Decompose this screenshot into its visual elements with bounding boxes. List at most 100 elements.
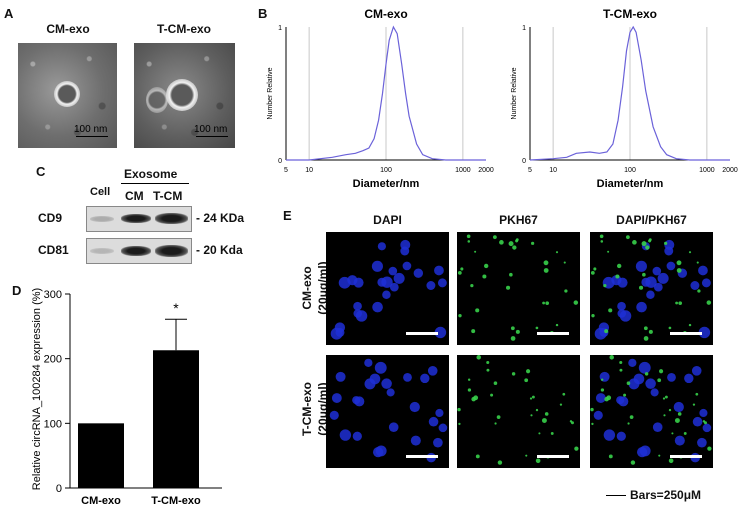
exosome-signal (555, 251, 559, 254)
micro-canvas (590, 355, 712, 465)
nucleus (413, 268, 424, 278)
x-axis-label: Diameter/nm (597, 178, 664, 190)
nucleus (433, 437, 443, 448)
nucleus (645, 378, 656, 389)
exosome-signal (668, 458, 674, 464)
nucleus (403, 372, 412, 382)
lane-label-cm: CM (125, 189, 144, 203)
micro-image-tcm-pkh67 (457, 355, 580, 468)
exosome-signal (559, 403, 563, 406)
micro-image-tcm-dapi (326, 355, 449, 468)
exosome-signal (467, 378, 471, 381)
vesicle (166, 79, 198, 111)
exosome-signal (474, 250, 477, 253)
exosome-signal (643, 336, 649, 341)
exosome-signal (645, 245, 650, 250)
bar-t-cm-exo (153, 350, 199, 488)
nucleus (377, 242, 386, 251)
exosome-signal (544, 412, 549, 416)
significance-marker: * (173, 300, 179, 316)
nucleus (698, 265, 708, 276)
exosome-signal (505, 285, 511, 290)
exosome-signal (696, 261, 699, 264)
nucleus (428, 416, 439, 427)
exosome-signal (510, 326, 515, 331)
exosome-signal (674, 418, 680, 423)
exosome-signal (494, 422, 497, 425)
blot-band (155, 245, 188, 257)
nucleus (664, 246, 674, 256)
nucleus (691, 365, 702, 376)
exosome-signal (632, 240, 637, 245)
exosome-signal (677, 412, 682, 416)
nucleus (628, 378, 640, 390)
nucleus (595, 393, 606, 403)
nucleus (377, 277, 387, 287)
group-underline (121, 183, 189, 184)
nucleus (434, 326, 447, 339)
nucleus (352, 396, 361, 405)
exosome-signal (541, 418, 547, 423)
exosome-signal (531, 241, 535, 245)
exosome-signal (668, 326, 672, 330)
y-axis-label: Number Relative (511, 67, 518, 119)
exosome-signal (493, 381, 498, 385)
panel-label-d: D (12, 283, 22, 298)
blot-band (90, 216, 114, 222)
exosome-signal (676, 268, 682, 273)
blot-size-cd81: - 20 Kda (196, 243, 243, 257)
exosome-signal (524, 378, 529, 383)
nucleus (652, 266, 662, 276)
exosome-signal (525, 454, 528, 457)
blot-group-label: Exosome (124, 167, 178, 181)
x-tick-label: T-CM-exo (151, 495, 201, 507)
exosome-signal (609, 355, 614, 360)
nucleus (372, 301, 383, 313)
micro-scale-bar (537, 332, 569, 335)
y-tick-label: 300 (44, 289, 62, 301)
exosome-signal (619, 368, 623, 372)
nucleus (674, 435, 685, 446)
exosome-signal (515, 239, 519, 243)
exosome-signal (600, 388, 605, 392)
x-tick-label: 10 (549, 167, 557, 174)
x-tick-label: 100 (380, 167, 392, 174)
nucleus (701, 278, 711, 288)
exosome-signal (555, 323, 559, 327)
exosome-signal (626, 381, 631, 385)
nucleus (420, 373, 430, 384)
nucleus (667, 372, 676, 382)
nucleus (673, 401, 684, 413)
exosome-signal (492, 235, 497, 240)
exosome-signal (657, 378, 662, 383)
nucleus (386, 388, 395, 397)
lane-label-tcm: T-CM (153, 189, 183, 203)
micro-scale-label: Bars=250μM (630, 488, 702, 502)
exosome-signal (569, 420, 573, 423)
exosome-signal (543, 260, 549, 266)
vesicle (146, 87, 168, 113)
x-tick-label: 2000 (722, 167, 738, 174)
nucleus (699, 408, 708, 418)
exosome-signal (591, 314, 595, 318)
exosome-signal (460, 267, 464, 271)
micro-scale-bar (670, 455, 702, 458)
micro-scale-bar (406, 332, 438, 335)
micro-scale-bar (406, 455, 438, 458)
exosome-signal (659, 369, 664, 374)
exosome-signal (668, 408, 672, 412)
exosome-signal (490, 393, 494, 397)
micro-col-dapi: DAPI (373, 213, 402, 227)
exosome-signal (648, 239, 652, 243)
nucleus (393, 272, 405, 284)
y-tick-label: 0 (278, 158, 282, 165)
exosome-signal (476, 355, 481, 360)
nucleus (616, 431, 626, 441)
x-tick-label: 100 (624, 167, 636, 174)
exosome-signal (642, 272, 646, 277)
micro-image-tcm-merge (590, 355, 713, 468)
exosome-signal (625, 235, 630, 240)
exosome-signal (662, 397, 666, 400)
exosome-signal (535, 408, 539, 412)
blot-strip-cd9 (86, 206, 192, 232)
